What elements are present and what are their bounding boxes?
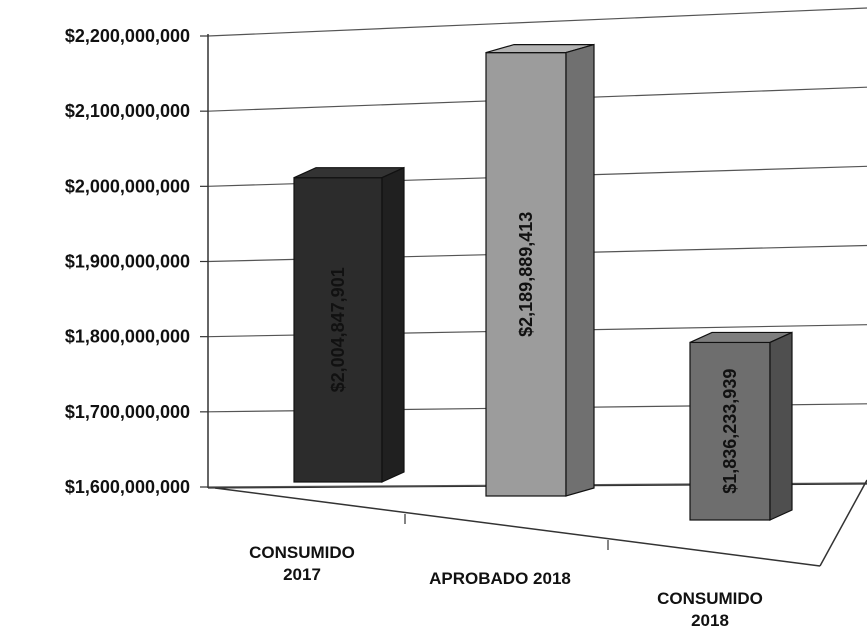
bar-side-face <box>565 43 595 497</box>
y-tick-label: $2,200,000,000 <box>65 26 190 46</box>
bar-front-face <box>293 177 383 483</box>
x-axis-category-labels: CONSUMIDO 2017 APROBADO 2018 CONSUMIDO 2018 <box>249 543 763 630</box>
bar-data-label: $1,836,233,939 <box>720 369 740 494</box>
bar: $1,836,233,939 <box>689 331 793 521</box>
y-tick-label: $1,700,000,000 <box>65 402 190 422</box>
x-category-label: APROBADO 2018 <box>429 569 571 588</box>
y-tick-label: $1,900,000,000 <box>65 252 190 272</box>
floor-front-edge <box>214 487 821 567</box>
bar-side-face <box>769 331 793 521</box>
x-category-label: CONSUMIDO 2017 <box>249 543 355 584</box>
bar: $2,004,847,901 <box>293 166 405 483</box>
gridline <box>207 7 867 37</box>
y-tick-label: $2,100,000,000 <box>65 101 190 121</box>
x-category-label: CONSUMIDO 2018 <box>657 589 763 630</box>
bar-side-face <box>381 166 405 483</box>
floor-side-edge <box>819 479 867 567</box>
bar-data-label: $2,004,847,901 <box>328 267 348 392</box>
y-tick-label: $1,600,000,000 <box>65 477 190 497</box>
bar: $2,189,889,413 <box>485 43 595 497</box>
y-axis-tick-labels: $1,600,000,000 $1,700,000,000 $1,800,000,0… <box>65 26 190 497</box>
bar-data-label: $2,189,889,413 <box>516 212 536 337</box>
y-tick-label: $2,000,000,000 <box>65 176 190 196</box>
y-tick-label: $1,800,000,000 <box>65 327 190 347</box>
bars: $2,004,847,901 $2,189,889,413 $1,836,233,9… <box>293 43 793 521</box>
